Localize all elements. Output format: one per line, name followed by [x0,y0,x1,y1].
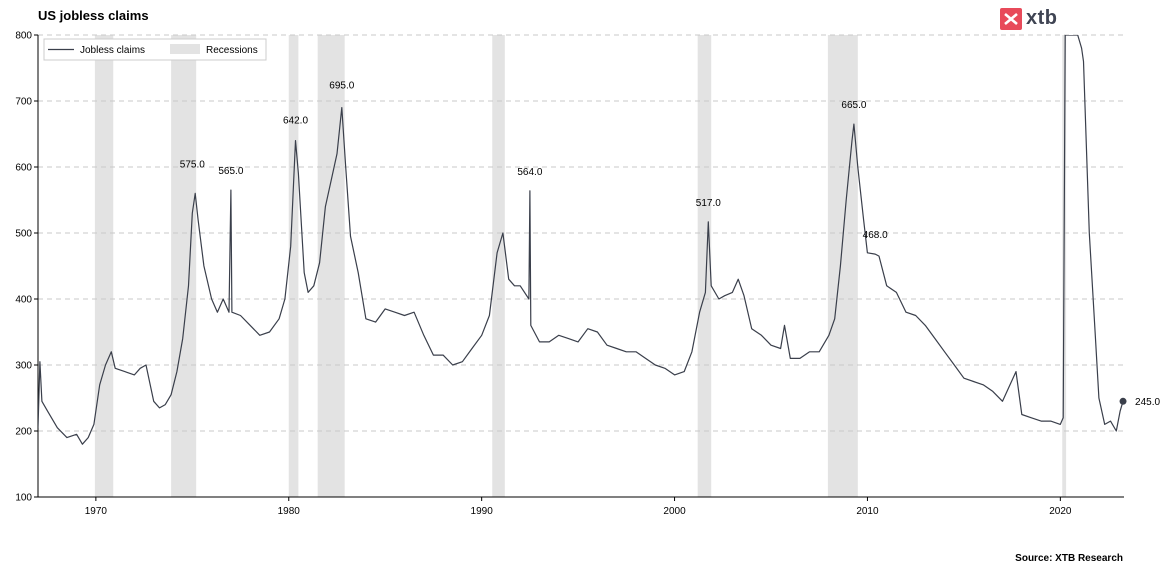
series-line-jobless-claims [38,35,1124,445]
x-tick-label: 2010 [856,506,879,517]
data-label: 565.0 [218,166,243,177]
legend-label-jobless-claims: Jobless claims [80,45,145,56]
chart-title: US jobless claims [38,8,149,23]
data-label: 695.0 [329,80,354,91]
annotations: 575.0 565.0 642.0 695.0 564.0 517.0 665.0 468.0… [180,80,1161,408]
legend-box [43,38,267,61]
data-label: 517.0 [696,198,721,209]
recession-band [94,35,114,497]
recession-band [827,35,858,497]
legend: Jobless claims Recessions [43,38,267,61]
recession-band [288,35,299,497]
series-layer [38,35,1127,445]
source-note: Source: XTB Research [1015,553,1123,564]
data-label: 468.0 [863,230,888,241]
xtb-logo-icon [1000,7,1022,30]
recession-band [171,35,197,497]
y-tick-label: 500 [15,229,32,240]
x-tick-label: 1980 [278,506,301,517]
legend-recession-swatch [170,44,200,54]
last-point-marker [1119,397,1127,405]
y-tick-label: 800 [15,31,32,42]
y-tick-label: 600 [15,163,32,174]
recession-bands [94,35,1067,497]
y-gridlines [38,34,1124,432]
data-label: 245.0 [1135,397,1160,408]
data-label: 564.0 [517,167,542,178]
recession-band [317,35,345,497]
y-tick-label: 400 [15,295,32,306]
y-tick-label: 100 [15,493,32,504]
brand-logo: xtb [1000,7,1058,30]
legend-label-recessions: Recessions [206,45,258,56]
x-tick-label: 2000 [663,506,686,517]
y-tick-label: 200 [15,427,32,438]
y-tick-label: 300 [15,361,32,372]
data-label: 665.0 [841,100,866,111]
y-tick-label: 700 [15,97,32,108]
data-label: 575.0 [180,160,205,171]
recession-band [492,35,505,497]
x-tick-label: 1970 [85,506,108,517]
x-tick-label: 1990 [471,506,494,517]
x-tick-label: 2020 [1049,506,1072,517]
data-label: 642.0 [283,115,308,126]
brand-name: xtb [1026,7,1058,29]
recession-band [697,35,712,497]
